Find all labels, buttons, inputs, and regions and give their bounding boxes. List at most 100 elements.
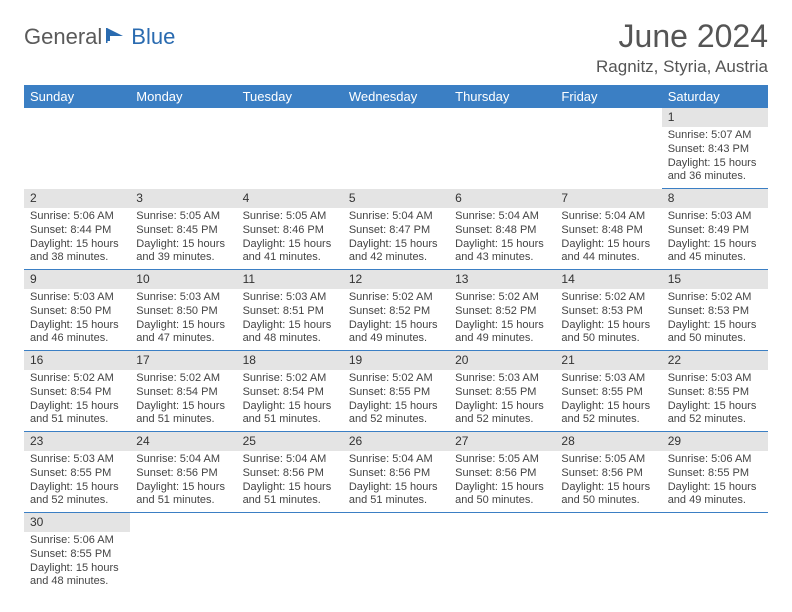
- day-content-row: Sunrise: 5:03 AMSunset: 8:55 PMDaylight:…: [24, 451, 768, 513]
- day-number-cell: 1: [662, 108, 768, 127]
- sunset-line: Sunset: 8:52 PM: [349, 305, 443, 319]
- sunset-line: Sunset: 8:50 PM: [136, 305, 230, 319]
- day-number-cell: [130, 108, 236, 127]
- sunset-line: Sunset: 8:55 PM: [561, 386, 655, 400]
- sunset-line: Sunset: 8:54 PM: [136, 386, 230, 400]
- sunrise-line: Sunrise: 5:06 AM: [30, 534, 124, 548]
- daylight-line: Daylight: 15 hours and 43 minutes.: [455, 238, 549, 266]
- sunrise-line: Sunrise: 5:03 AM: [561, 372, 655, 386]
- day-content-cell: [555, 127, 661, 189]
- day-number-cell: 9: [24, 270, 130, 290]
- sunrise-line: Sunrise: 5:03 AM: [30, 453, 124, 467]
- brand-text-general: General: [24, 24, 102, 50]
- day-content-cell: Sunrise: 5:07 AMSunset: 8:43 PMDaylight:…: [662, 127, 768, 189]
- sunset-line: Sunset: 8:50 PM: [30, 305, 124, 319]
- day-content-cell: Sunrise: 5:05 AMSunset: 8:45 PMDaylight:…: [130, 208, 236, 270]
- day-content-cell: Sunrise: 5:02 AMSunset: 8:54 PMDaylight:…: [237, 370, 343, 432]
- day-content-cell: Sunrise: 5:04 AMSunset: 8:47 PMDaylight:…: [343, 208, 449, 270]
- day-number-cell: 5: [343, 189, 449, 209]
- day-content-cell: [24, 127, 130, 189]
- day-content-row: Sunrise: 5:06 AMSunset: 8:44 PMDaylight:…: [24, 208, 768, 270]
- sunrise-line: Sunrise: 5:03 AM: [30, 291, 124, 305]
- sunset-line: Sunset: 8:45 PM: [136, 224, 230, 238]
- day-content-cell: Sunrise: 5:05 AMSunset: 8:56 PMDaylight:…: [555, 451, 661, 513]
- day-number-cell: [555, 513, 661, 533]
- day-content-cell: Sunrise: 5:05 AMSunset: 8:56 PMDaylight:…: [449, 451, 555, 513]
- day-content-row: Sunrise: 5:02 AM Sunset: 8:54 PM Daylight:…: [24, 370, 768, 432]
- weekday-header: Saturday: [662, 85, 768, 108]
- weekday-header: Tuesday: [237, 85, 343, 108]
- day-number-cell: [449, 108, 555, 127]
- day-content-cell: Sunrise: 5:03 AMSunset: 8:51 PMDaylight:…: [237, 289, 343, 351]
- day-number-cell: 2: [24, 189, 130, 209]
- day-number-cell: 3: [130, 189, 236, 209]
- day-content-cell: Sunrise: 5:03 AMSunset: 8:55 PMDaylight:…: [449, 370, 555, 432]
- day-number-cell: 25: [237, 432, 343, 452]
- location-subtitle: Ragnitz, Styria, Austria: [596, 57, 768, 77]
- sunrise-line: Sunrise: 5:06 AM: [668, 453, 762, 467]
- day-content-cell: [237, 127, 343, 189]
- day-content-cell: [343, 127, 449, 189]
- day-content-cell: Sunrise: 5:02 AMSunset: 8:52 PMDaylight:…: [449, 289, 555, 351]
- brand-text-blue: Blue: [131, 24, 175, 50]
- daylight-line: Daylight: 15 hours and 51 minutes.: [136, 481, 230, 509]
- daylight-line: Daylight: 15 hours and 48 minutes.: [30, 562, 124, 590]
- sunrise-line: Sunrise: 5:03 AM: [136, 291, 230, 305]
- day-content-cell: Sunrise: 5:03 AMSunset: 8:55 PMDaylight:…: [555, 370, 661, 432]
- day-number-cell: [130, 513, 236, 533]
- day-content-cell: [449, 532, 555, 593]
- day-number-cell: 20: [449, 351, 555, 371]
- sunset-line: Sunset: 8:52 PM: [455, 305, 549, 319]
- daylight-line: Daylight: 15 hours and 52 minutes.: [668, 400, 762, 428]
- daylight-line: Daylight: 15 hours and 46 minutes.: [30, 319, 124, 347]
- day-number-cell: [343, 108, 449, 127]
- day-number-cell: 19: [343, 351, 449, 371]
- day-content-cell: Sunrise: 5:06 AMSunset: 8:55 PMDaylight:…: [24, 532, 130, 593]
- day-number-row: 9101112131415: [24, 270, 768, 290]
- sunset-line: Sunset: 8:56 PM: [243, 467, 337, 481]
- sunset-line: Sunset: 8:56 PM: [561, 467, 655, 481]
- day-content-cell: [449, 127, 555, 189]
- sunrise-line: Sunrise: 5:02 AM: [349, 291, 443, 305]
- sunset-line: Sunset: 8:46 PM: [243, 224, 337, 238]
- sunset-line: Sunset: 8:51 PM: [243, 305, 337, 319]
- day-number-cell: 21: [555, 351, 661, 371]
- weekday-header: Sunday: [24, 85, 130, 108]
- sunset-line: Sunset: 8:54 PM: [243, 386, 337, 400]
- day-content-cell: Sunrise: 5:06 AMSunset: 8:44 PMDaylight:…: [24, 208, 130, 270]
- daylight-line: Daylight: 15 hours and 52 minutes.: [455, 400, 549, 428]
- day-number-cell: 6: [449, 189, 555, 209]
- weekday-header: Thursday: [449, 85, 555, 108]
- sunrise-line: Sunrise: 5:03 AM: [243, 291, 337, 305]
- day-content-cell: Sunrise: 5:04 AMSunset: 8:56 PMDaylight:…: [130, 451, 236, 513]
- day-content-cell: Sunrise: 5:02 AMSunset: 8:53 PMDaylight:…: [555, 289, 661, 351]
- sunset-line: Sunset: 8:56 PM: [455, 467, 549, 481]
- sunset-line: Sunset: 8:55 PM: [30, 548, 124, 562]
- day-number-cell: 27: [449, 432, 555, 452]
- sunrise-line: Sunrise: 5:03 AM: [455, 372, 549, 386]
- day-number-cell: [237, 108, 343, 127]
- sunrise-line: Sunrise: 5:05 AM: [455, 453, 549, 467]
- day-number-cell: 11: [237, 270, 343, 290]
- daylight-line: Daylight: 15 hours and 49 minutes.: [668, 481, 762, 509]
- sunset-line: Sunset: 8:48 PM: [455, 224, 549, 238]
- daylight-line: Daylight: 15 hours and 51 minutes.: [30, 400, 124, 428]
- day-content-cell: [343, 532, 449, 593]
- sunrise-line: Sunrise: 5:02 AM: [30, 372, 124, 386]
- sunset-line: Sunset: 8:47 PM: [349, 224, 443, 238]
- daylight-line: Daylight: 15 hours and 42 minutes.: [349, 238, 443, 266]
- day-number-row: 16171819202122: [24, 351, 768, 371]
- sunrise-line: Sunrise: 5:05 AM: [561, 453, 655, 467]
- day-number-cell: 24: [130, 432, 236, 452]
- daylight-line: Daylight: 15 hours and 38 minutes.: [30, 238, 124, 266]
- day-number-cell: 10: [130, 270, 236, 290]
- sunrise-line: Sunrise: 5:04 AM: [349, 453, 443, 467]
- sunrise-line: Sunrise: 5:02 AM: [668, 291, 762, 305]
- day-number-cell: 14: [555, 270, 661, 290]
- daylight-line: Daylight: 15 hours and 44 minutes.: [561, 238, 655, 266]
- day-content-cell: Sunrise: 5:05 AMSunset: 8:46 PMDaylight:…: [237, 208, 343, 270]
- day-content-cell: Sunrise: 5:02 AMSunset: 8:55 PMDaylight:…: [343, 370, 449, 432]
- day-number-row: 30: [24, 513, 768, 533]
- day-content-row: Sunrise: 5:06 AMSunset: 8:55 PMDaylight:…: [24, 532, 768, 593]
- day-number-row: 1: [24, 108, 768, 127]
